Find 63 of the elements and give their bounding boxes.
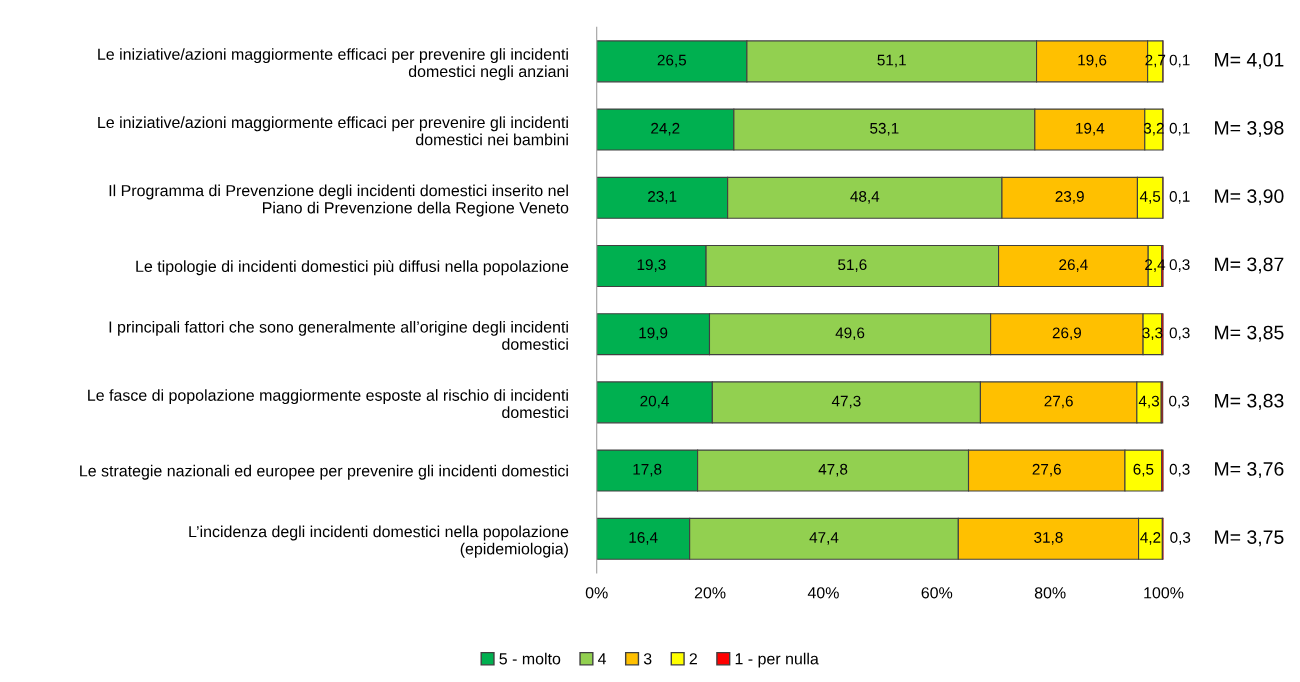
data-label: 51,6: [838, 259, 867, 272]
data-label: 0,1: [1169, 122, 1190, 136]
y-tick-label: Le iniziative/azioni maggiormente efficaci per prevenire gli incidenti domestici nei bambini: [98, 116, 568, 146]
y-tick-label: Le strategie nazionali ed europee per prevenire gli incidenti domestici: [80, 464, 568, 480]
text: M= 3,75: [1215, 530, 1284, 547]
data-label: 20,4: [640, 395, 669, 409]
data-label: 6,5: [1133, 463, 1154, 477]
text: M= 3,85: [1215, 325, 1284, 342]
data-label: 19,4: [1076, 122, 1105, 136]
text: M= 3,83: [1215, 393, 1284, 410]
data-label: 0,3: [1170, 532, 1191, 545]
data-label: 27,6: [1032, 463, 1061, 477]
legend-label: 2: [689, 653, 697, 665]
data-label: 49,6: [835, 327, 865, 341]
x-tick-label: 40%: [807, 587, 839, 599]
data-label: 19,6: [1078, 54, 1107, 68]
legend-label: 1 - per nulla: [735, 652, 819, 668]
data-label: 19,3: [637, 259, 666, 272]
x-tick-label: 20%: [694, 587, 726, 599]
data-label: 27,6: [1044, 395, 1073, 409]
text: M= 3,87: [1215, 257, 1284, 274]
data-label: 23,9: [1055, 191, 1084, 204]
data-label: 0,3: [1169, 395, 1190, 409]
y-tick-label: I principali fattori che sono generalmente all’origine degli incidenti domestici: [109, 320, 568, 350]
data-label: 17,8: [633, 463, 662, 477]
data-label: 31,8: [1034, 532, 1063, 545]
data-label: 47,4: [809, 532, 839, 545]
y-tick-label: Le fasce di popolazione maggiormente esposte al rischio di incidenti domestici: [88, 389, 568, 419]
text: M= 3,76: [1215, 462, 1284, 479]
data-label: 4,5: [1139, 191, 1161, 204]
text: M= 3,98: [1215, 121, 1284, 138]
legend-label: 5 - molto: [499, 652, 561, 665]
legend-label: 4: [597, 653, 607, 665]
x-tick-label: 0%: [585, 587, 608, 599]
legend-label: 3: [643, 653, 652, 665]
y-tick-label: Le tipologie di incidenti domestici più diffusi nella popolazione: [136, 260, 569, 276]
data-label: 16,4: [629, 532, 658, 545]
data-label: 0,3: [1169, 259, 1190, 272]
x-tick-label: 60%: [921, 587, 953, 599]
data-label: 53,1: [870, 122, 899, 136]
data-label: 47,8: [818, 463, 848, 477]
data-label: 19,9: [639, 327, 668, 341]
data-label: 0,1: [1169, 191, 1190, 204]
x-tick-label: 100%: [1144, 587, 1184, 599]
data-label: 24,2: [651, 122, 680, 136]
data-label: 47,3: [831, 395, 861, 409]
data-label: 51,1: [877, 54, 906, 68]
data-label: 4,2: [1140, 532, 1161, 545]
y-tick-label: L’incidenza degli incidenti domestici nella popolazione (epidemiologia): [189, 525, 569, 558]
data-label: 0,1: [1169, 54, 1190, 68]
y-tick-label: Il Programma di Prevenzione degli incidenti domestici inserito nel Piano di Prevenzione della Regione Veneto: [109, 184, 569, 217]
text: M= 3,90: [1215, 189, 1284, 206]
y-tick-label: Le iniziative/azioni maggiormente efficaci per prevenire gli incidenti domestici negli anziani: [98, 48, 568, 81]
data-label: 26,9: [1052, 327, 1082, 341]
data-label: 23,1: [648, 191, 677, 204]
x-tick-label: 80%: [1034, 587, 1066, 599]
data-label: 26,4: [1059, 259, 1088, 272]
data-label: 48,4: [850, 191, 880, 204]
data-label: 0,3: [1169, 463, 1190, 477]
data-label: 26,5: [657, 54, 687, 68]
text: M= 4,01: [1215, 52, 1284, 69]
data-label: 4,3: [1138, 395, 1159, 409]
data-label: 0,3: [1169, 327, 1190, 341]
